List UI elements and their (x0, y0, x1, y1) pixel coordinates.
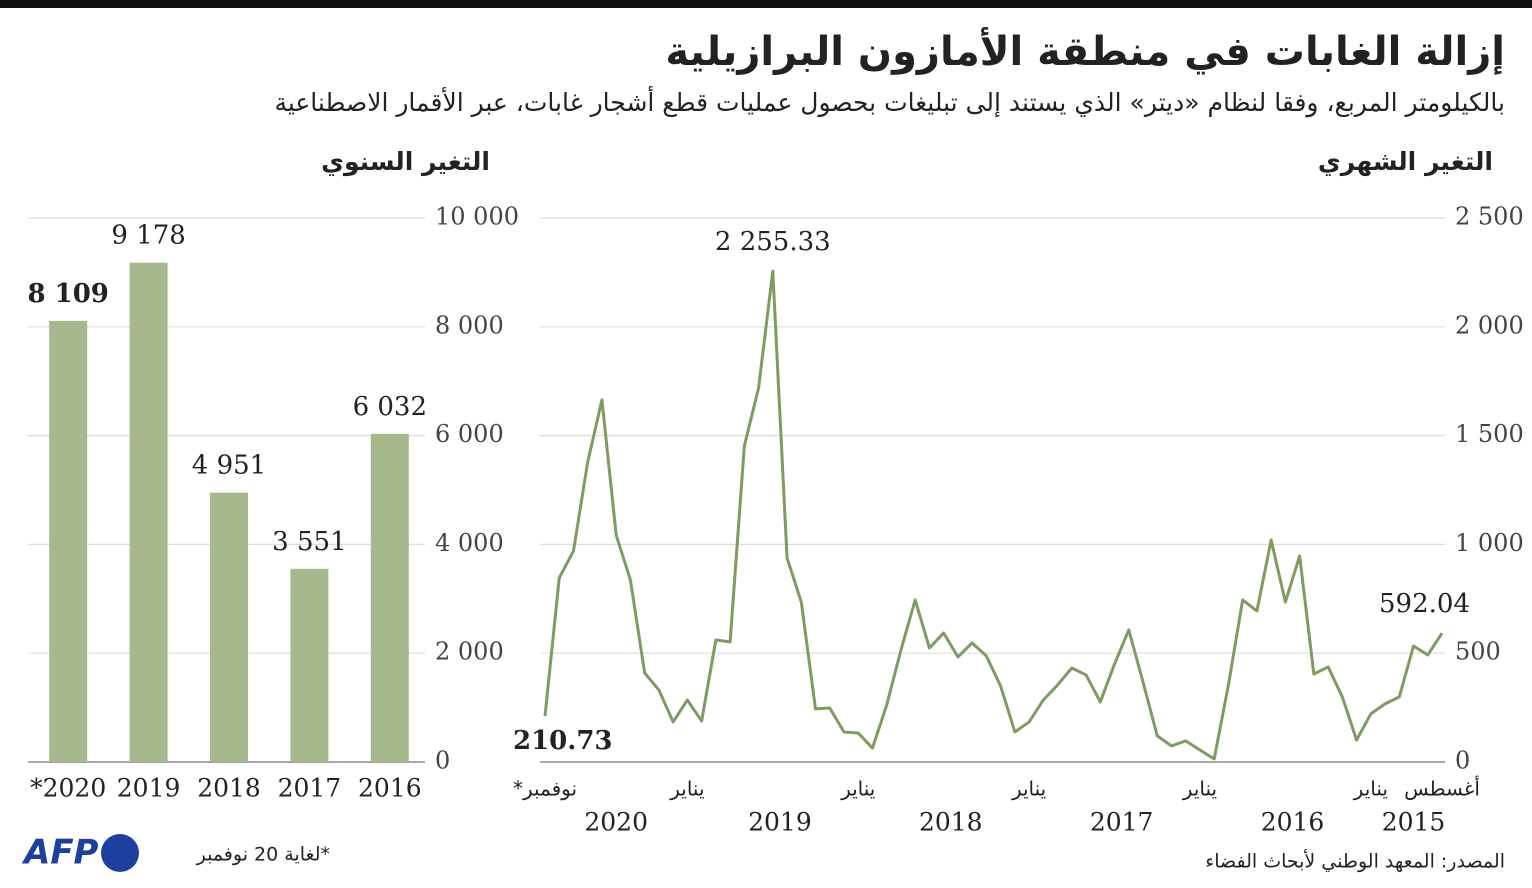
line (543, 269, 1444, 761)
bar (129, 262, 168, 762)
source: المصدر: المعهد الوطني لأبحاث الفضاء (1205, 850, 1505, 873)
monthly-title: التغير الشهري (1318, 147, 1493, 177)
y-tick-label: 500 (1455, 638, 1501, 666)
x-tick-label: *2020 (30, 774, 106, 803)
y-tick-label: 6 000 (435, 420, 504, 448)
x-group-label: 2020 (584, 808, 648, 837)
x-tick-label: يناير (1011, 777, 1046, 801)
x-group-label: 2017 (1090, 808, 1154, 837)
logo-dot (101, 834, 139, 872)
y-tick-label: 1 000 (1455, 529, 1524, 557)
y-tick-label: 8 000 (435, 311, 504, 339)
bar (210, 492, 248, 762)
x-tick-label: أغسطس (1404, 776, 1480, 801)
y-tick-label: 4 000 (435, 529, 504, 557)
x-tick-label: 2016 (358, 774, 422, 803)
y-tick-label: 0 (435, 747, 450, 775)
value-label: 4 951 (192, 451, 266, 481)
value-label: 8 109 (27, 279, 108, 309)
x-tick-label: يناير (1353, 777, 1388, 801)
bar (290, 568, 329, 762)
bar (49, 320, 88, 762)
title: إزالة الغابات في منطقة الأمازون البرازيل… (665, 26, 1505, 75)
bar (370, 433, 409, 762)
annual-title: التغير السنوي (321, 147, 490, 177)
x-group-label: 2016 (1261, 808, 1325, 837)
y-tick-label: 0 (1455, 747, 1470, 775)
value-label: 9 178 (111, 221, 185, 251)
y-tick-label: 2 500 (1455, 203, 1524, 231)
subtitle: بالكيلومتر المربع، وفقا لنظام «ديتر» الذ… (274, 85, 1505, 118)
x-group-label: 2018 (919, 808, 983, 837)
x-tick-label: يناير (1182, 777, 1217, 801)
top-bar (0, 0, 1532, 8)
footnote: *لغاية 20 نوفمبر (196, 844, 330, 866)
x-tick-label: 2019 (117, 774, 181, 803)
x-group-label: 2019 (748, 808, 812, 837)
y-tick-label: 10 000 (435, 203, 519, 231)
logo: AFP (21, 833, 99, 873)
value-label: 6 032 (353, 392, 427, 422)
y-tick-label: 2 000 (1455, 311, 1524, 339)
x-tick-label: 2018 (197, 774, 261, 803)
value-label: 2 255.33 (715, 227, 831, 257)
y-tick-label: 2 000 (435, 638, 504, 666)
x-tick-label: يناير (840, 777, 875, 801)
x-group-label: 2015 (1382, 808, 1446, 837)
value-label: 3 551 (272, 527, 346, 557)
value-label: 210.73 (513, 726, 613, 756)
x-tick-label: 2017 (278, 774, 342, 803)
x-tick-label: يناير (669, 777, 704, 801)
x-tick-label: نوفمبر* (513, 777, 577, 801)
value-label: 592.04 (1379, 589, 1470, 619)
y-tick-label: 1 500 (1455, 420, 1524, 448)
